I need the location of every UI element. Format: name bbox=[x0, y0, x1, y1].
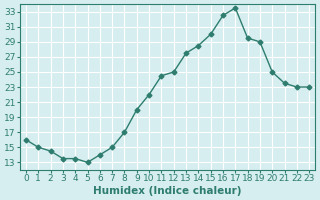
X-axis label: Humidex (Indice chaleur): Humidex (Indice chaleur) bbox=[93, 186, 242, 196]
